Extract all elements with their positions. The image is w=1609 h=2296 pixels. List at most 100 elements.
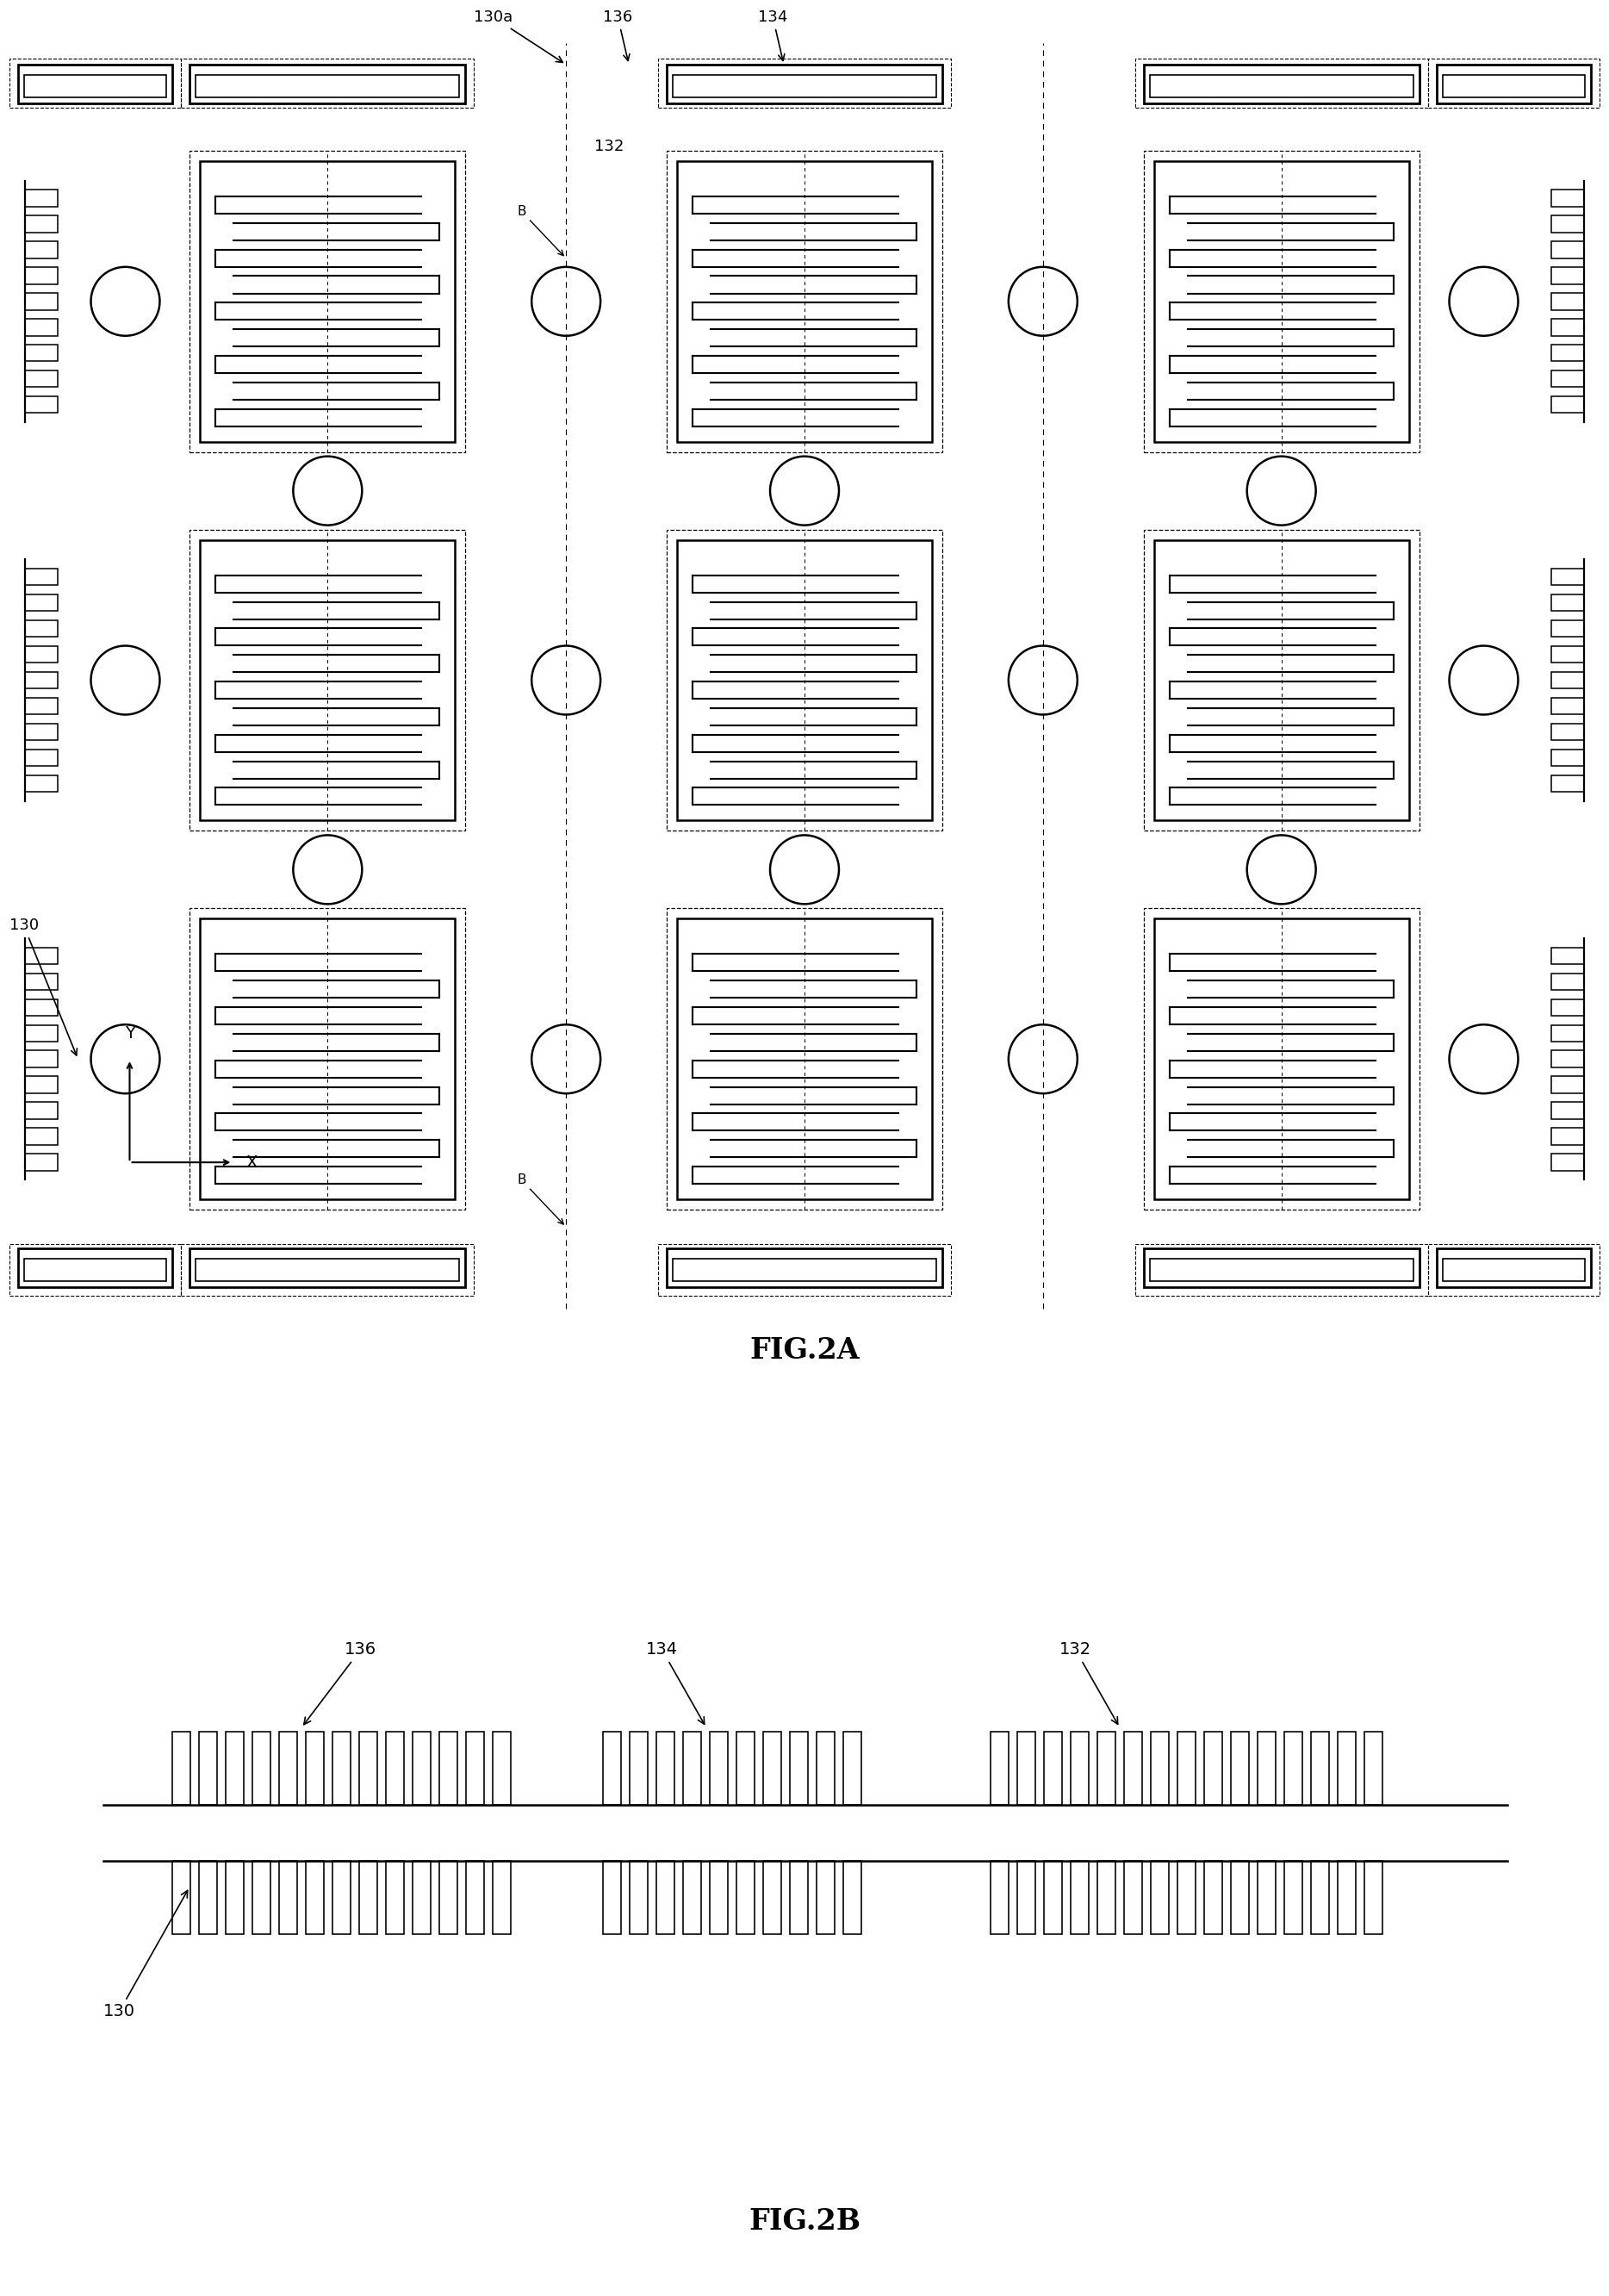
Bar <box>412 1731 431 1805</box>
Bar <box>24 595 58 611</box>
Bar <box>24 748 58 767</box>
Bar <box>182 57 475 108</box>
Circle shape <box>90 266 159 335</box>
Bar <box>1070 1862 1089 1936</box>
Bar <box>673 76 936 96</box>
Circle shape <box>531 645 600 714</box>
Bar <box>1150 1258 1413 1281</box>
Circle shape <box>1009 1024 1078 1093</box>
Bar <box>658 57 951 108</box>
Text: B: B <box>516 204 563 255</box>
Bar <box>333 1731 351 1805</box>
Bar <box>196 76 459 96</box>
Text: 136: 136 <box>304 1642 377 1724</box>
Bar <box>1364 1862 1382 1936</box>
Bar <box>10 1244 182 1295</box>
Bar <box>1551 397 1585 413</box>
Bar <box>24 1155 58 1171</box>
Text: X: X <box>246 1155 257 1171</box>
Bar <box>24 1127 58 1146</box>
Bar <box>1551 723 1585 739</box>
Bar <box>182 1244 475 1295</box>
Bar <box>1150 76 1413 96</box>
Bar <box>18 1249 172 1288</box>
Bar <box>763 1731 782 1805</box>
Circle shape <box>1450 1024 1519 1093</box>
Bar <box>666 152 943 452</box>
Bar <box>1204 1862 1223 1936</box>
Bar <box>24 1077 58 1093</box>
Bar <box>200 1862 217 1936</box>
Bar <box>1427 57 1599 108</box>
Bar <box>1258 1731 1276 1805</box>
Bar <box>1044 1862 1062 1936</box>
Bar <box>200 540 455 820</box>
Bar <box>24 216 58 232</box>
Bar <box>306 1862 323 1936</box>
Bar <box>677 918 932 1199</box>
Bar <box>24 76 167 96</box>
Bar <box>24 569 58 585</box>
Text: 132: 132 <box>1059 1642 1118 1724</box>
Bar <box>306 1731 323 1805</box>
Bar <box>1551 1077 1585 1093</box>
Bar <box>1231 1731 1249 1805</box>
Bar <box>1134 57 1427 108</box>
Bar <box>629 1862 648 1936</box>
Bar <box>1551 698 1585 714</box>
Bar <box>24 1258 167 1281</box>
Bar <box>1154 918 1409 1199</box>
Bar <box>1258 1862 1276 1936</box>
Bar <box>1437 64 1591 103</box>
Bar <box>172 1862 190 1936</box>
Bar <box>1551 999 1585 1015</box>
Bar <box>1427 1244 1599 1295</box>
Bar <box>1551 569 1585 585</box>
Bar <box>1551 1127 1585 1146</box>
Circle shape <box>1450 266 1519 335</box>
Bar <box>666 1249 943 1288</box>
Bar <box>24 645 58 664</box>
Text: 130: 130 <box>10 918 77 1056</box>
Bar <box>190 909 465 1210</box>
Bar <box>467 1862 484 1936</box>
Text: 136: 136 <box>603 9 632 60</box>
Bar <box>991 1731 1009 1805</box>
Bar <box>24 266 58 285</box>
Bar <box>763 1862 782 1936</box>
Circle shape <box>293 836 362 905</box>
Bar <box>1097 1731 1115 1805</box>
Bar <box>790 1862 808 1936</box>
Bar <box>991 1862 1009 1936</box>
Bar <box>24 1102 58 1118</box>
Bar <box>710 1862 727 1936</box>
Text: Y: Y <box>124 1026 135 1042</box>
Bar <box>816 1731 835 1805</box>
Bar <box>24 370 58 388</box>
Bar <box>737 1731 755 1805</box>
Bar <box>673 1258 936 1281</box>
Bar <box>1231 1862 1249 1936</box>
Circle shape <box>1450 645 1519 714</box>
Bar <box>1017 1731 1035 1805</box>
Bar <box>1178 1862 1195 1936</box>
Bar <box>1097 1862 1115 1936</box>
Bar <box>24 1024 58 1042</box>
Bar <box>684 1862 702 1936</box>
Bar <box>253 1731 270 1805</box>
Bar <box>24 241 58 257</box>
Bar <box>24 999 58 1015</box>
Bar <box>24 191 58 207</box>
Bar <box>1551 776 1585 792</box>
Bar <box>200 918 455 1199</box>
Bar <box>1551 1052 1585 1068</box>
Bar <box>200 1731 217 1805</box>
Bar <box>24 974 58 990</box>
Bar <box>656 1731 674 1805</box>
Bar <box>1551 241 1585 257</box>
Bar <box>603 1731 621 1805</box>
Bar <box>359 1731 377 1805</box>
Bar <box>278 1862 298 1936</box>
Bar <box>1551 191 1585 207</box>
Circle shape <box>90 645 159 714</box>
